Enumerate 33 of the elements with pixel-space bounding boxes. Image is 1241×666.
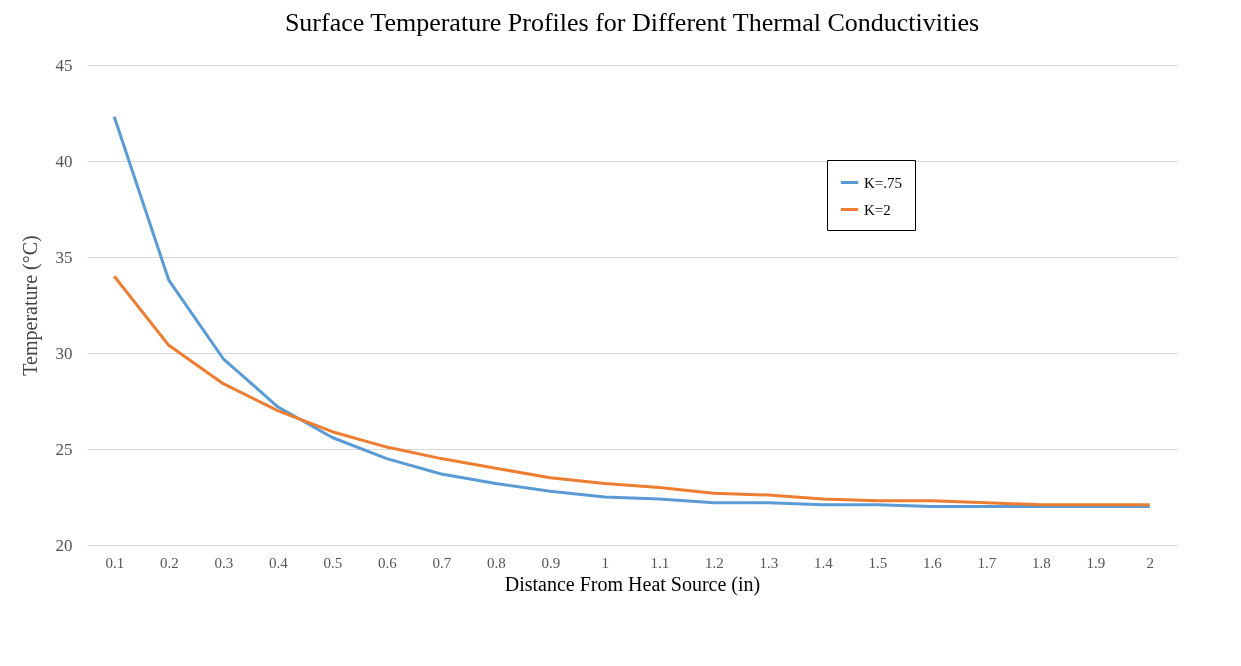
line-series — [112, 274, 1152, 507]
x-tick-label: 1.5 — [868, 554, 888, 571]
x-tick-label: 0.9 — [541, 554, 561, 571]
x-tick-label: 0.1 — [105, 554, 125, 571]
chart-title: Surface Temperature Profiles for Different Thermal Conductivities — [284, 8, 980, 37]
x-tick-label: 1.7 — [977, 554, 997, 571]
legend-label: K=2 — [864, 201, 891, 218]
x-tick-label: 1.6 — [922, 554, 943, 571]
x-axis-title: Distance From Heat Source (in) — [504, 572, 761, 596]
x-tick-label: 0.5 — [323, 554, 343, 571]
x-tick-label: 1.8 — [1031, 554, 1051, 571]
y-axis-title: Temperature (°C) — [18, 235, 42, 376]
x-tick-label: 1.2 — [704, 554, 724, 571]
x-tick-label: 0.7 — [432, 554, 452, 571]
x-tick-label: 1.3 — [759, 554, 779, 571]
x-tick-label: 0.3 — [214, 554, 234, 571]
x-tick-label: 2 — [1146, 554, 1154, 571]
line-series — [112, 115, 1152, 509]
x-tick-label: 0.4 — [268, 554, 289, 571]
x-tick-label: 1 — [601, 554, 609, 571]
legend-label: K=.75 — [864, 174, 903, 191]
x-tick-label: 1.4 — [813, 554, 834, 571]
x-tick-label: 1.1 — [650, 554, 670, 571]
y-tick-label: 45 — [55, 55, 73, 75]
x-tick-label: 0.6 — [377, 554, 398, 571]
x-tick-label: 1.9 — [1086, 554, 1106, 571]
y-tick-label: 25 — [55, 439, 73, 459]
y-tick-label: 40 — [55, 151, 73, 171]
y-tick-label: 20 — [55, 535, 73, 555]
y-tick-label: 35 — [55, 247, 73, 267]
x-tick-label: 0.8 — [486, 554, 506, 571]
x-tick-label: 0.2 — [159, 554, 179, 571]
y-tick-label: 30 — [55, 343, 73, 363]
